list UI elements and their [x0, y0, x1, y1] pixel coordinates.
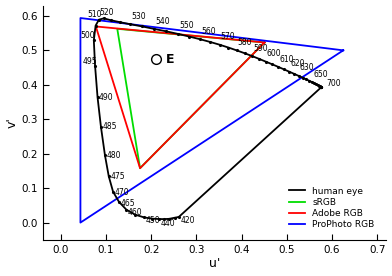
Text: 590: 590	[253, 44, 268, 53]
Text: 550: 550	[179, 22, 194, 30]
Text: 520: 520	[99, 9, 114, 17]
Text: 485: 485	[102, 122, 117, 131]
Text: 630: 630	[299, 63, 314, 73]
Text: 620: 620	[290, 59, 305, 68]
Text: 510: 510	[87, 10, 102, 18]
Y-axis label: v': v'	[5, 117, 18, 128]
Text: 465: 465	[120, 199, 135, 208]
Text: 475: 475	[110, 172, 125, 181]
Text: 650: 650	[313, 70, 328, 79]
Text: 600: 600	[267, 49, 281, 58]
Text: 460: 460	[128, 208, 142, 217]
Text: 495: 495	[82, 57, 97, 66]
Legend: human eye, sRGB, Adobe RGB, ProPhoto RGB: human eye, sRGB, Adobe RGB, ProPhoto RGB	[285, 183, 378, 233]
Text: 490: 490	[99, 92, 114, 102]
Text: 610: 610	[279, 55, 294, 63]
Text: 570: 570	[221, 32, 235, 41]
Text: 500: 500	[80, 31, 95, 40]
Text: 480: 480	[106, 150, 121, 160]
Text: 470: 470	[114, 188, 129, 197]
Text: 540: 540	[155, 17, 170, 25]
X-axis label: u': u'	[209, 258, 220, 270]
Text: 530: 530	[131, 12, 146, 21]
Text: 700: 700	[326, 79, 341, 88]
Text: 420: 420	[181, 216, 196, 225]
Text: 440: 440	[160, 219, 175, 228]
Text: E: E	[166, 53, 174, 66]
Text: 450: 450	[145, 216, 160, 225]
Text: 560: 560	[201, 27, 216, 36]
Text: 580: 580	[238, 38, 252, 47]
